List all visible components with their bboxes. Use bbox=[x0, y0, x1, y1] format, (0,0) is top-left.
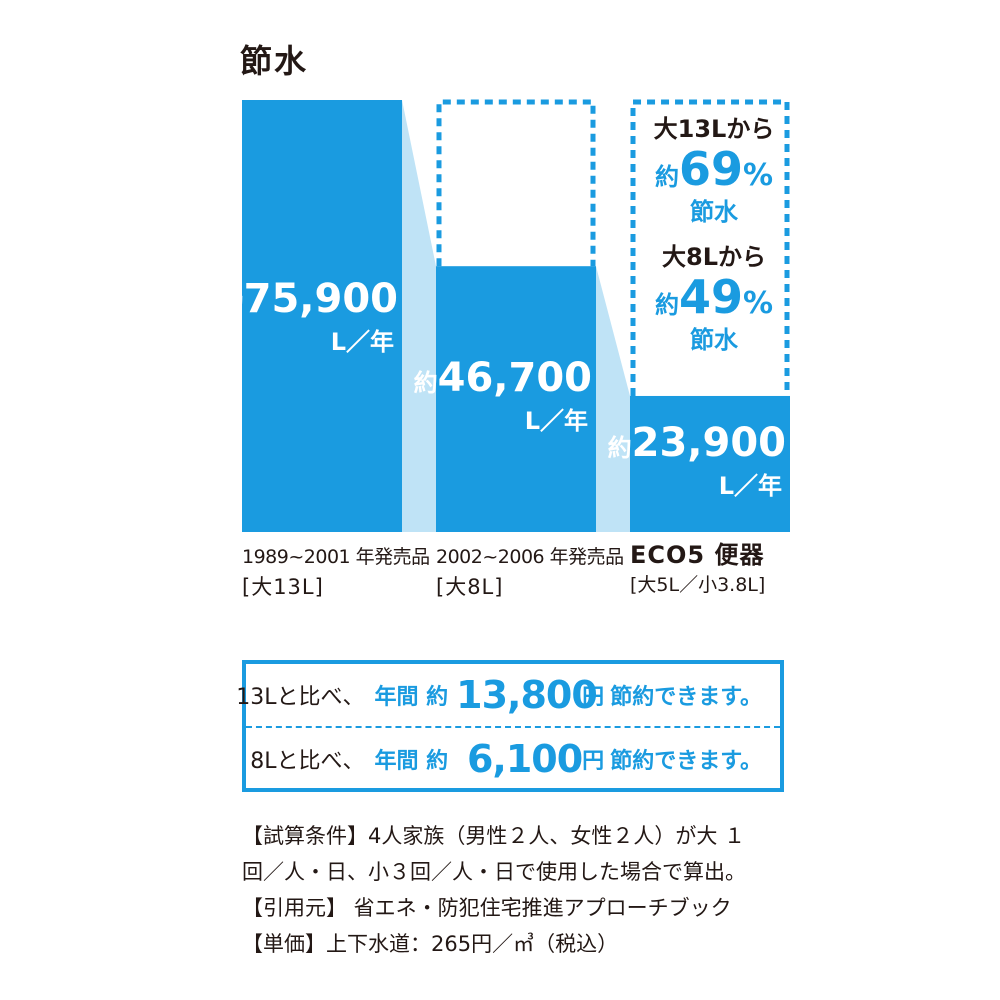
cost-unit: 円 bbox=[582, 749, 605, 774]
category-spec: [大8L] bbox=[436, 575, 504, 599]
savings-unit: % bbox=[742, 286, 774, 322]
note-line: 【引用元】 省エネ・防犯住宅推進アプローチブック bbox=[242, 896, 732, 920]
savings-from: 大8Lから bbox=[662, 243, 766, 271]
bar-unit-label: L／年 bbox=[719, 472, 782, 500]
note-line: 回／人・日、小３回／人・日で使用した場合で算出。 bbox=[242, 860, 746, 884]
cost-tail: 節約できます。 bbox=[610, 749, 762, 774]
savings-percent: 69 bbox=[678, 142, 743, 197]
cost-label: 年間 約 bbox=[374, 749, 449, 774]
bar-value-label: 約46,700 bbox=[414, 355, 592, 401]
savings-annotation-13l: 大13Lから 約69% 節水 bbox=[636, 115, 792, 226]
cost-divider bbox=[246, 726, 780, 728]
note-line: 【単価】上下水道：265円／㎥（税込） bbox=[242, 932, 619, 956]
cost-amount: 13,800 bbox=[456, 673, 598, 717]
savings-percent-line: 約69% bbox=[636, 144, 792, 195]
cost-tail: 節約できます。 bbox=[610, 685, 762, 710]
page-title: 節水 bbox=[240, 42, 309, 80]
category-label-eco5: ECO5 便器 [大5L／小3.8L] bbox=[630, 540, 765, 600]
bar-unit-label: L／年 bbox=[331, 328, 394, 356]
bar-value-label: 約23,900 bbox=[608, 420, 786, 466]
savings-annotation-8l: 大8Lから 約49% 節水 bbox=[636, 243, 792, 354]
bar-connector bbox=[596, 266, 630, 532]
bar-connector bbox=[402, 100, 436, 532]
dashed-outline bbox=[630, 99, 790, 396]
cost-lead: 13Lと比べ、 bbox=[236, 685, 365, 710]
savings-unit: % bbox=[742, 158, 774, 194]
cost-row: 8Lと比べ、 年間 約 6,100 円 節約できます。 bbox=[246, 728, 762, 790]
savings-prefix: 約 bbox=[654, 291, 679, 320]
category-label-2002: 2002~2006 年発売品 [大8L] bbox=[436, 542, 624, 602]
savings-prefix: 約 bbox=[654, 163, 679, 192]
category-spec: [大13L] bbox=[242, 575, 324, 599]
cost-row: 13Lと比べ、 年間 約 13,800 円 節約できます。 bbox=[236, 664, 762, 726]
savings-from: 大13Lから bbox=[653, 115, 775, 143]
note-line: 【試算条件】4人家族（男性２人、女性２人）が大 １ bbox=[242, 824, 746, 848]
cost-lead: 8Lと比べ、 bbox=[250, 749, 365, 774]
category-period: 1989~2001 年発売品 bbox=[242, 546, 430, 568]
calculation-notes: 【試算条件】4人家族（男性２人、女性２人）が大 １ 回／人・日、小３回／人・日で… bbox=[242, 818, 802, 962]
savings-percent-line: 約49% bbox=[636, 272, 792, 323]
bar bbox=[436, 266, 596, 532]
bar bbox=[242, 100, 402, 532]
cost-label: 年間 約 bbox=[374, 685, 449, 710]
category-period: 2002~2006 年発売品 bbox=[436, 546, 624, 568]
category-label-1989: 1989~2001 年発売品 [大13L] bbox=[242, 542, 430, 602]
cost-savings-box: 13Lと比べ、 年間 約 13,800 円 節約できます。 8Lと比べ、 年間 … bbox=[236, 660, 784, 792]
bar-value-label: 約75,900 bbox=[220, 276, 398, 322]
bar-unit-label: L／年 bbox=[525, 407, 588, 435]
cost-amount: 6,100 bbox=[466, 737, 583, 781]
cost-unit: 円 bbox=[582, 685, 605, 710]
bar bbox=[630, 395, 790, 532]
savings-suffix: 節水 bbox=[690, 325, 738, 354]
dashed-outline bbox=[436, 99, 596, 267]
savings-suffix: 節水 bbox=[690, 197, 738, 226]
category-period: ECO5 便器 bbox=[630, 541, 765, 569]
category-spec: [大5L／小3.8L] bbox=[630, 574, 766, 596]
savings-percent: 49 bbox=[678, 270, 743, 325]
